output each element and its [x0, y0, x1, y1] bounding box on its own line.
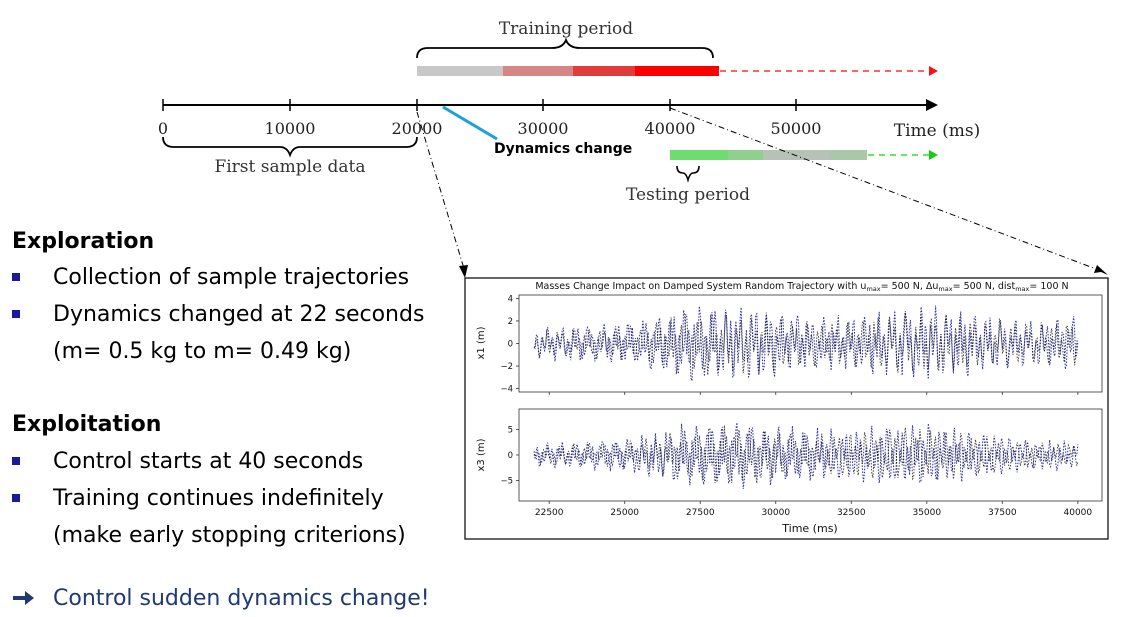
conclusion-text: Control sudden dynamics change!	[53, 586, 430, 611]
training-period-brace	[416, 37, 714, 59]
x-tick-label: 27500	[686, 508, 715, 518]
testing-segment-2	[728, 150, 763, 160]
training-segment-1	[417, 66, 503, 76]
exploration-continuation: (m= 0.5 kg to m= 0.49 kg)	[53, 339, 352, 364]
chart-xlabel: Time (ms)	[781, 522, 837, 535]
training-segment-4	[635, 66, 719, 76]
subplot-x1-ylabel: x1 (m)	[476, 326, 487, 359]
y-tick-label: −5	[500, 477, 513, 487]
y-tick-label: 2	[508, 317, 513, 327]
training-segment-2	[503, 66, 573, 76]
zoom-line-left	[416, 111, 466, 273]
exploitation-continuation: (make early stopping criterions)	[53, 523, 406, 548]
square-bullet-icon	[12, 457, 20, 465]
square-bullet-icon	[12, 273, 20, 281]
testing-period-brace	[676, 165, 700, 183]
bullet-text: Collection of sample trajectories	[53, 265, 410, 290]
dynamics-change-label: Dynamics change	[494, 141, 632, 157]
zoom-arrow-left-icon	[459, 265, 468, 278]
tick-label-40000: 40000	[645, 119, 696, 138]
x-tick-label: 25000	[610, 508, 639, 518]
training-period-label: Training period	[499, 19, 633, 39]
zoom-arrow-right-icon	[1094, 265, 1108, 275]
training-bar	[417, 66, 719, 76]
chart-frame	[464, 277, 1109, 540]
exploration-heading: Exploration	[12, 229, 155, 254]
testing-segment-4	[831, 150, 867, 160]
testing-bar	[670, 150, 867, 160]
y-tick-label: 4	[508, 294, 513, 304]
series-black-dotted-line	[533, 312, 1079, 377]
y-tick-label: 5	[508, 425, 513, 435]
y-tick-label: 0	[508, 340, 513, 350]
bullet-text: Training continues indefinitely	[53, 486, 384, 511]
time-axis-arrow-icon	[926, 99, 938, 111]
bullet-text: Dynamics changed at 22 seconds	[53, 302, 425, 327]
time-axis-label: Time (ms)	[894, 121, 980, 141]
tick-label-10000: 10000	[265, 119, 316, 138]
y-tick-label: 0	[508, 451, 513, 461]
exploitation-heading: Exploitation	[12, 412, 162, 437]
y-tick-label: −4	[500, 385, 513, 395]
tick-label-20000: 20000	[392, 119, 443, 138]
tick-label-50000: 50000	[771, 119, 822, 138]
x-tick-label: 40000	[1064, 508, 1093, 518]
training-segment-3	[573, 66, 635, 76]
testing-arrow-head	[929, 150, 938, 160]
series-blue-dotted-line	[533, 422, 1079, 489]
trajectory-chart: Masses Change Impact on Damped System Ra…	[464, 277, 1109, 540]
x-tick-label: 32500	[837, 508, 866, 518]
dynamics-change-pointer	[442, 105, 498, 141]
square-bullet-icon	[12, 494, 20, 502]
testing-period-label: Testing period	[626, 185, 750, 205]
tick-label-30000: 30000	[518, 119, 569, 138]
conclusion-line: Control sudden dynamics change!	[12, 586, 430, 611]
square-bullet-icon	[12, 310, 20, 318]
x-tick-label: 35000	[912, 508, 941, 518]
testing-segment-1	[670, 150, 728, 160]
axis-ticks	[162, 99, 797, 111]
testing-segment-3	[763, 150, 831, 160]
y-tick-label: −2	[500, 362, 513, 372]
x-tick-label: 22500	[535, 508, 564, 518]
series-black-dotted-line	[533, 425, 1079, 484]
x-tick-label: 37500	[988, 508, 1017, 518]
subplot-x3-ylabel: x3 (m)	[476, 438, 487, 471]
first-sample-label: First sample data	[214, 157, 365, 177]
tick-label-0: 0	[158, 119, 168, 138]
training-arrow-head	[929, 66, 938, 76]
zoom-line-right	[669, 107, 1105, 273]
chart-title: Masses Change Impact on Damped System Ra…	[535, 281, 1068, 293]
first-sample-brace	[162, 136, 418, 158]
right-arrow-icon	[12, 586, 40, 611]
x-tick-label: 30000	[761, 508, 790, 518]
bullet-text: Control starts at 40 seconds	[53, 449, 364, 474]
